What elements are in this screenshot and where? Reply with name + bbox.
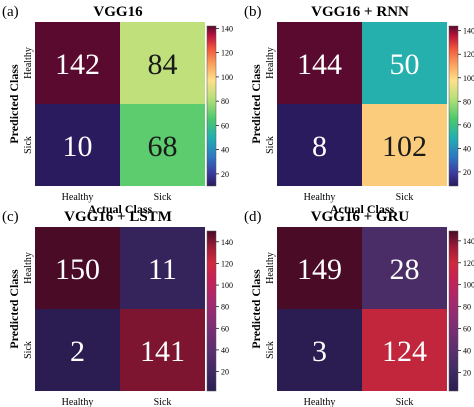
heatmap-cell — [277, 227, 362, 309]
cell-value: 144 — [297, 48, 342, 81]
colorbar-tick-label: 120 — [463, 259, 474, 268]
cell-value: 68 — [148, 130, 178, 163]
colorbar-tick-label: 100 — [463, 74, 474, 83]
colorbar-tick-label: 20 — [221, 368, 229, 377]
colorbar-tick-label: 120 — [221, 259, 233, 268]
panel-label: (c) — [2, 209, 19, 225]
colorbar-tick-label: 100 — [221, 281, 233, 290]
cell-value: 102 — [382, 130, 427, 163]
y-tick-label: Healthy — [265, 47, 276, 79]
y-axis-label: Predicted Class — [7, 64, 21, 144]
panel-label: (a) — [2, 4, 19, 20]
colorbar-tick-label: 80 — [221, 303, 229, 312]
x-tick-label: Sick — [154, 192, 172, 203]
colorbar-tick-label: 60 — [221, 121, 229, 130]
colorbar-tick-label: 80 — [463, 97, 471, 106]
colorbar-tick-label: 20 — [463, 168, 471, 177]
chart-title: VGG16 — [93, 4, 143, 20]
heatmap-cell — [35, 309, 120, 391]
y-tick-label: Sick — [23, 136, 34, 154]
heatmap-cell — [35, 227, 120, 309]
cell-value: 142 — [55, 48, 100, 81]
x-tick-label: Healthy — [62, 397, 94, 407]
x-axis-label: Actual Class — [88, 202, 153, 216]
heatmap-cell — [362, 309, 447, 391]
colorbar-tick-label: 40 — [463, 144, 471, 153]
colorbar-tick-label: 140 — [221, 24, 233, 33]
y-axis-label: Predicted Class — [249, 269, 263, 349]
x-tick-label: Sick — [396, 192, 414, 203]
cell-value: 28 — [390, 253, 420, 286]
heatmap-cell — [120, 227, 205, 309]
y-tick-label: Sick — [265, 136, 276, 154]
colorbar-tick-label: 100 — [221, 73, 233, 82]
x-tick-label: Sick — [396, 397, 414, 407]
colorbar-tick-label: 40 — [221, 346, 229, 355]
cell-value: 150 — [55, 253, 100, 286]
y-tick-label: Sick — [265, 341, 276, 359]
chart-title: VGG16 + LSTM — [64, 209, 172, 225]
colorbar-tick-label: 120 — [463, 50, 474, 59]
heatmap-cell — [362, 227, 447, 309]
heatmap-cell — [35, 104, 120, 186]
colorbar-tick-label: 80 — [221, 97, 229, 106]
panel-label: (b) — [244, 4, 262, 20]
colorbar — [448, 230, 459, 392]
heatmap-cell — [120, 22, 205, 104]
chart-title: VGG16 + RNN — [311, 4, 409, 20]
heatmap-cell — [120, 104, 205, 186]
cell-value: 3 — [312, 335, 327, 368]
y-tick-label: Healthy — [265, 252, 276, 284]
colorbar-tick-label: 20 — [463, 368, 471, 377]
cell-value: 8 — [312, 130, 327, 163]
heatmap-cell — [362, 104, 447, 186]
colorbar — [206, 230, 217, 392]
cell-value: 141 — [140, 335, 185, 368]
colorbar-tick-label: 140 — [463, 237, 474, 246]
x-tick-label: Healthy — [62, 192, 94, 203]
colorbar-tick-label: 120 — [221, 49, 233, 58]
cell-value: 149 — [297, 253, 342, 286]
chart-title: VGG16 + GRU — [311, 209, 410, 225]
colorbar-tick-label: 140 — [463, 27, 474, 36]
cell-value: 2 — [70, 335, 85, 368]
colorbar — [206, 25, 217, 187]
x-tick-label: Sick — [154, 397, 172, 407]
heatmap-cell — [277, 22, 362, 104]
heatmap-cell — [277, 309, 362, 391]
heatmap-cell — [362, 22, 447, 104]
colorbar — [448, 25, 459, 187]
heatmap-cell — [35, 22, 120, 104]
y-tick-label: Sick — [23, 341, 34, 359]
y-tick-label: Healthy — [23, 252, 34, 284]
x-tick-label: Healthy — [304, 192, 336, 203]
heatmap-cell — [277, 104, 362, 186]
heatmap-cell — [120, 309, 205, 391]
cell-value: 50 — [390, 48, 420, 81]
cell-value: 124 — [382, 335, 427, 368]
colorbar-tick-label: 60 — [463, 121, 471, 130]
cell-value: 11 — [148, 253, 177, 286]
colorbar-tick-label: 20 — [221, 170, 229, 179]
cell-value: 10 — [63, 130, 93, 163]
y-tick-label: Healthy — [23, 47, 34, 79]
colorbar-tick-label: 60 — [463, 325, 471, 334]
colorbar-tick-label: 100 — [463, 281, 474, 290]
y-axis-label: Predicted Class — [249, 64, 263, 144]
panel-label: (d) — [244, 209, 262, 225]
colorbar-tick-label: 40 — [463, 346, 471, 355]
colorbar-tick-label: 80 — [463, 303, 471, 312]
x-axis-label: Actual Class — [330, 202, 395, 216]
cell-value: 84 — [148, 48, 178, 81]
colorbar-tick-label: 60 — [221, 324, 229, 333]
colorbar-tick-label: 40 — [221, 146, 229, 155]
colorbar-tick-label: 140 — [221, 238, 233, 247]
y-axis-label: Predicted Class — [7, 269, 21, 349]
x-tick-label: Healthy — [304, 397, 336, 407]
